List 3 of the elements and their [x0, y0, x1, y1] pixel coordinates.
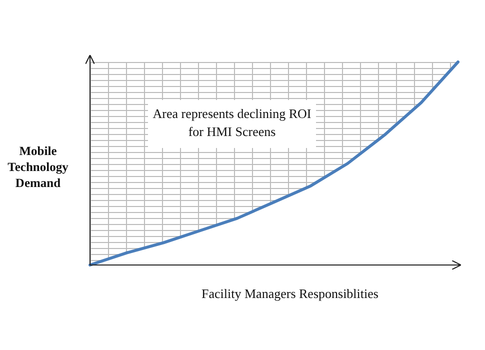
x-axis-title: Facility Managers Responsiblities: [202, 286, 378, 301]
annotation: Area represents declining ROI for HMI Screens: [152, 106, 312, 139]
y-axis-title: Mobile Technology Demand: [8, 144, 70, 190]
